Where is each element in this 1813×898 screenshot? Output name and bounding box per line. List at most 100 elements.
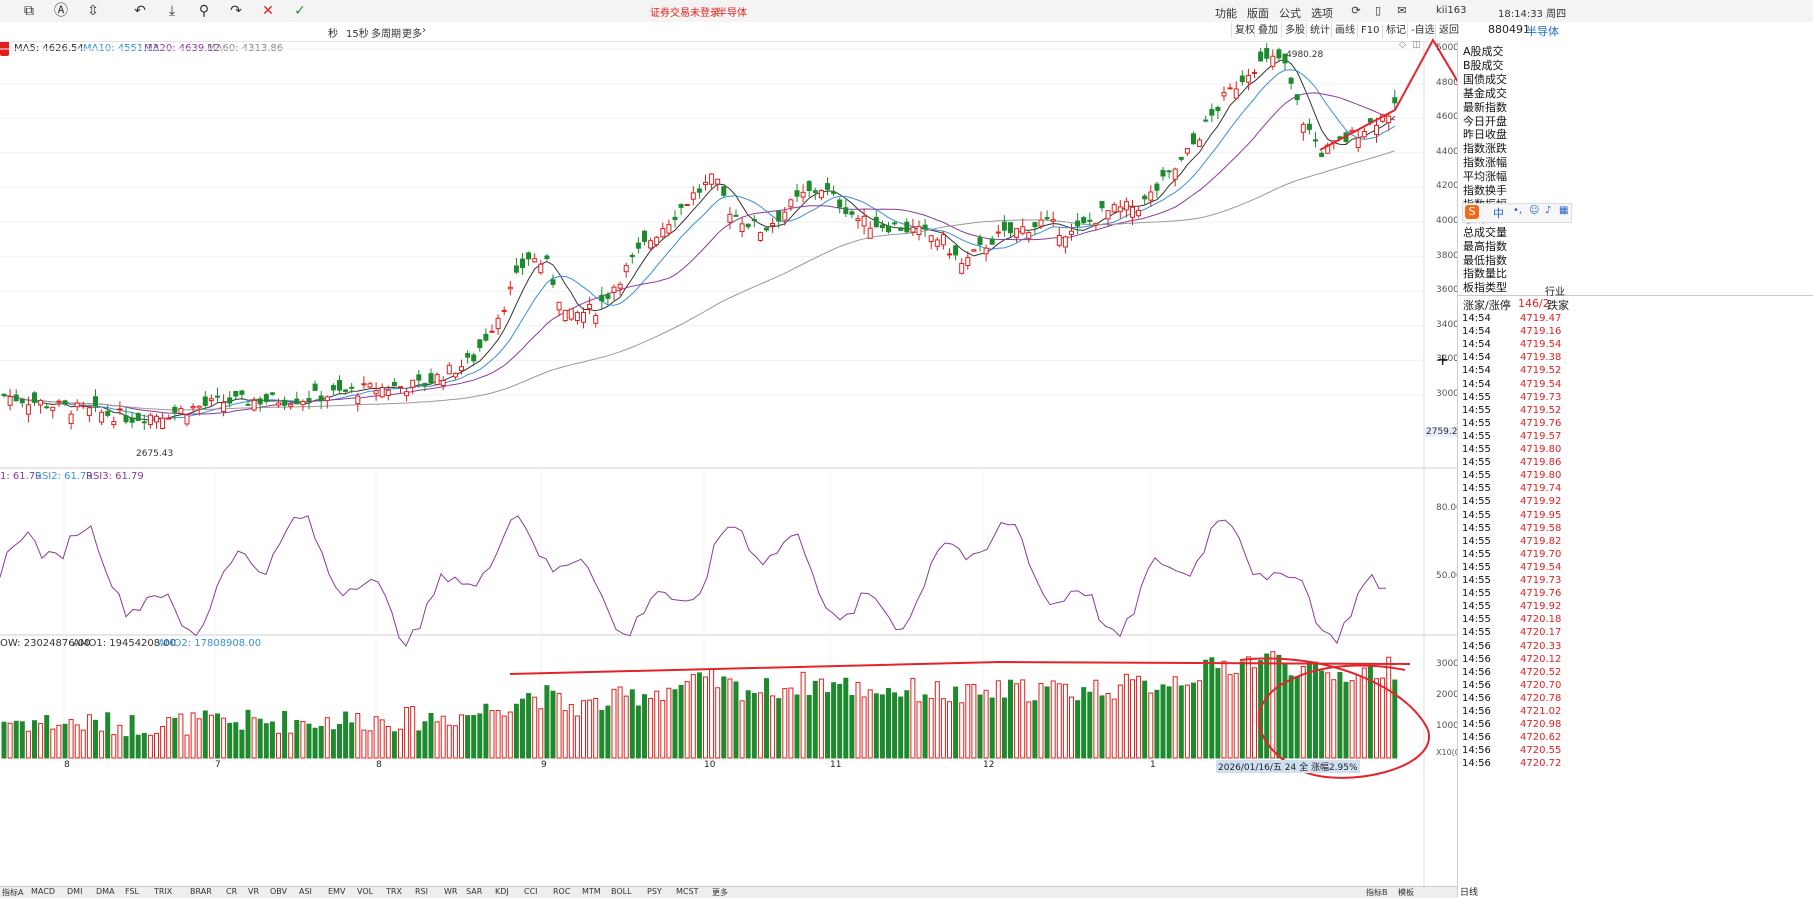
tick-value: 4719.47: [1520, 313, 1562, 324]
share-icon[interactable]: ↷: [230, 3, 242, 19]
amount-bar: [135, 734, 141, 759]
candle-body: [306, 398, 312, 402]
indicator-tab[interactable]: ASI: [299, 887, 312, 896]
tick-time: 14:54: [1462, 365, 1491, 377]
indicator-tab[interactable]: WR: [444, 887, 458, 896]
candle-body: [953, 245, 959, 256]
btn-adjust[interactable]: 复权: [1231, 23, 1258, 38]
kline-chart[interactable]: [0, 0, 1457, 886]
candle-body: [1239, 75, 1245, 83]
close-icon[interactable]: ✕: [262, 3, 274, 19]
indicator-tab[interactable]: CR: [226, 887, 238, 896]
btn-back[interactable]: 返回: [1435, 23, 1462, 38]
ime-mic-icon[interactable]: ♪: [1545, 205, 1552, 216]
indicator-tab[interactable]: TRX: [386, 887, 402, 896]
tick-value: 4719.38: [1520, 352, 1562, 364]
period-more[interactable]: 更多: [402, 29, 422, 40]
amount-bar: [1294, 676, 1300, 759]
indicator-tab[interactable]: DMI: [67, 887, 83, 896]
indicator-tab[interactable]: CCI: [524, 887, 538, 896]
candle-body: [50, 406, 56, 411]
indicator-tab[interactable]: MACD: [31, 887, 55, 896]
btn-draw[interactable]: 画线: [1331, 23, 1358, 38]
indicator-tab[interactable]: MCST: [676, 887, 699, 896]
candle-body: [434, 373, 440, 386]
menu-layout[interactable]: 版面: [1247, 7, 1269, 20]
candle-body: [215, 395, 220, 398]
indicator-tab[interactable]: VR: [248, 887, 260, 896]
indicator-tab[interactable]: ROC: [553, 887, 571, 896]
indicator-tab[interactable]: PSY: [647, 887, 662, 896]
price-axis-label: 4200: [1436, 181, 1459, 192]
period-seconds[interactable]: 秒: [328, 29, 338, 40]
text-tool-icon[interactable]: Ⓐ: [54, 3, 68, 19]
amount-bar: [947, 701, 952, 759]
btn-multi-stock[interactable]: 多股: [1281, 23, 1308, 38]
indicator-tab[interactable]: VOL: [357, 887, 374, 896]
amount-bar: [989, 697, 995, 759]
refresh-icon[interactable]: ⟳: [1351, 4, 1361, 17]
indicator-tab[interactable]: RSI: [415, 887, 428, 896]
mail-icon[interactable]: ✉: [1397, 4, 1407, 17]
annotation-arrow-line: [1319, 37, 1457, 151]
user-name[interactable]: kii163: [1436, 5, 1467, 16]
quote-field-label: B股成交: [1463, 58, 1504, 72]
indicator-tab[interactable]: OBV: [270, 887, 288, 896]
ime-punct-icon[interactable]: •,: [1513, 205, 1523, 216]
indicator-tab[interactable]: EMV: [328, 887, 346, 896]
indicator-tab[interactable]: DMA: [96, 887, 115, 896]
diamond-icon[interactable]: ◇: [1399, 40, 1406, 50]
btn-stats[interactable]: 统计: [1306, 23, 1333, 38]
indicator-tab[interactable]: BRAR: [190, 887, 212, 896]
candle-body: [172, 406, 178, 413]
indicator-tab[interactable]: 更多: [712, 888, 728, 897]
candle-body: [794, 190, 800, 197]
candle-body: [7, 396, 13, 406]
month-label: 10: [704, 760, 716, 770]
btn-f10[interactable]: F10: [1357, 23, 1382, 38]
ime-mode[interactable]: 中: [1493, 207, 1504, 220]
chevron-right-icon[interactable]: ›: [422, 25, 426, 36]
amount-bar: [440, 715, 446, 759]
period-15s[interactable]: 15秒: [346, 29, 369, 40]
undo-icon[interactable]: ↶: [134, 3, 146, 19]
btn-overlay[interactable]: 叠加: [1254, 23, 1281, 38]
adjust-icon[interactable]: ⇳: [87, 3, 99, 19]
indicator-tab[interactable]: MTM: [582, 887, 601, 896]
amount-bar: [1014, 683, 1020, 759]
amount-bar: [1276, 654, 1282, 759]
tick-value: 4719.54: [1520, 561, 1562, 573]
btn-mark[interactable]: 标记: [1382, 23, 1409, 38]
phone-icon[interactable]: ▯: [1374, 4, 1382, 17]
menu-formula[interactable]: 公式: [1279, 7, 1301, 20]
tick-time: 14:54: [1462, 313, 1491, 324]
layout-icon[interactable]: ⧉: [24, 3, 34, 19]
template-tab[interactable]: 模板: [1398, 888, 1414, 897]
candle-body: [855, 218, 861, 222]
menu-function[interactable]: 功能: [1215, 7, 1237, 20]
btn-watchlist[interactable]: -自选: [1407, 23, 1438, 38]
candle-body: [349, 386, 355, 389]
indicator-tab-b[interactable]: 指标B: [1366, 888, 1388, 897]
amount-bar: [1008, 679, 1013, 759]
ime-keyboard-icon[interactable]: ▦: [1559, 205, 1569, 216]
indicator-tab[interactable]: FSL: [125, 887, 139, 896]
indicator-tab[interactable]: 指标A: [2, 888, 24, 897]
indicator-tab[interactable]: SAR: [466, 887, 483, 896]
ime-toolbar[interactable]: S 中 •, ☺ ♪ ▦: [1462, 203, 1572, 223]
download-icon[interactable]: ⤓: [168, 3, 176, 19]
period-multi[interactable]: 多周期: [371, 29, 401, 40]
confirm-icon[interactable]: ✓: [294, 3, 306, 19]
pin-icon[interactable]: ⚲: [198, 3, 210, 19]
ime-emoji-icon[interactable]: ☺: [1529, 205, 1540, 216]
amount-bar: [1184, 684, 1190, 759]
indicator-tab[interactable]: BOLL: [611, 887, 632, 896]
window-icon[interactable]: ◫: [1412, 40, 1421, 50]
menu-options[interactable]: 选项: [1311, 7, 1333, 20]
quote-field-label: 指数涨跌: [1463, 142, 1507, 156]
tick-row: 14:56 4720.78: [1462, 693, 1561, 704]
indicator-tab[interactable]: TRIX: [154, 887, 173, 896]
tick-time: 14:54: [1462, 339, 1491, 351]
ime-logo-icon[interactable]: S: [1465, 205, 1479, 219]
indicator-tab[interactable]: KDJ: [495, 887, 509, 896]
